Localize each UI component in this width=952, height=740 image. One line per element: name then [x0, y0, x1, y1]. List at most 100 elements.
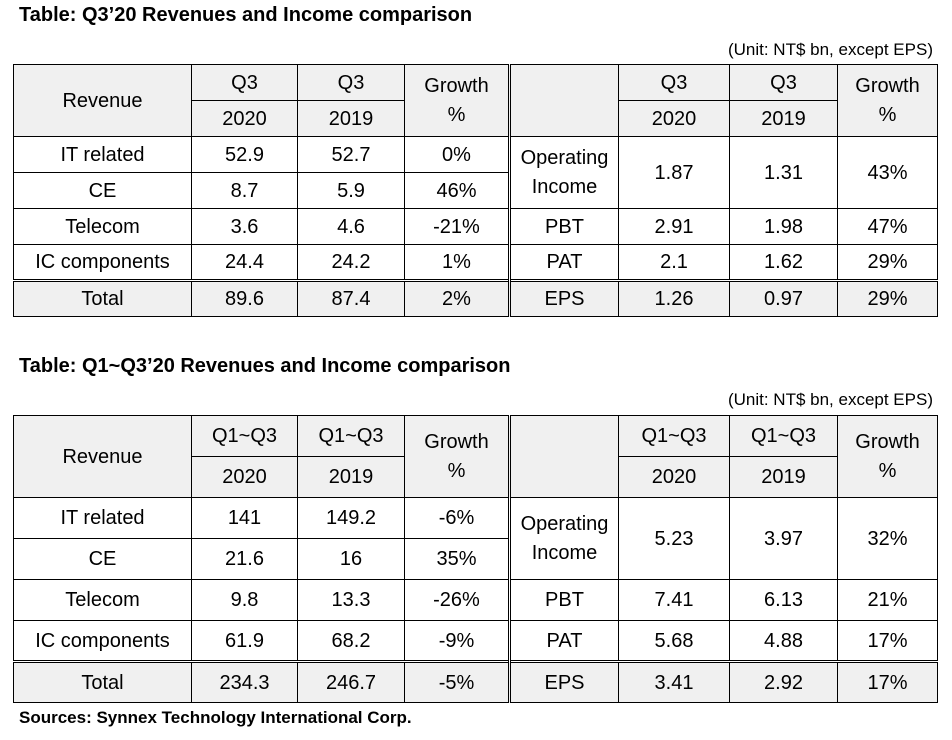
right-col-period-2020: Q1~Q3: [618, 415, 730, 457]
right-col-year-2019: 2019: [729, 456, 838, 498]
table1-unit-note: (Unit: NT$ bn, except EPS): [727, 40, 933, 59]
growth-header: Growth %: [404, 64, 510, 137]
col-period-2019: Q3: [297, 64, 405, 101]
row-label: IT related: [13, 497, 192, 539]
income-row-label: PAT: [508, 620, 619, 662]
value-2020: 89.6: [191, 279, 298, 317]
col-year-2020: 2020: [191, 100, 298, 137]
revenue-header: Revenue: [13, 415, 192, 498]
revenue-header: Revenue: [13, 64, 192, 137]
income-value-2020: 3.41: [618, 660, 730, 703]
value-2020: 61.9: [191, 620, 298, 662]
income-row-label: PAT: [508, 244, 619, 281]
growth-value: -6%: [404, 497, 510, 539]
right-col-year-2020: 2020: [618, 100, 730, 137]
row-label: Telecom: [13, 208, 192, 245]
col-period-2020: Q3: [191, 64, 298, 101]
operating-income-2020: 5.23: [618, 497, 730, 580]
income-growth: 47%: [837, 208, 938, 245]
income-value-2020: 7.41: [618, 579, 730, 621]
income-row-label: PBT: [508, 208, 619, 245]
income-growth: 17%: [837, 620, 938, 662]
income-value-2020: 1.26: [618, 279, 730, 317]
row-label: CE: [13, 538, 192, 580]
table-row: CE 8.7 5.9 46%: [13, 172, 938, 209]
income-label-header: [508, 64, 619, 137]
value-2020: 234.3: [191, 660, 298, 703]
right-col-period-2019: Q1~Q3: [729, 415, 838, 457]
operating-income-label-line2: Income: [531, 175, 598, 198]
growth-header-line2: %: [447, 459, 466, 482]
growth-header-line1: Growth: [424, 430, 489, 453]
value-2019: 24.2: [297, 244, 405, 281]
income-value-2019: 2.92: [729, 660, 838, 703]
table-row: Telecom 9.8 13.3 -26% PBT 7.41 6.13 21%: [13, 579, 938, 621]
table1-q3-comparison: Revenue Q3 Q3 Growth % Q3 Q3 Growth % 20…: [13, 64, 938, 317]
growth-header-line2: %: [447, 103, 466, 126]
table2-unit-note: (Unit: NT$ bn, except EPS): [727, 390, 933, 409]
col-year-2020: 2020: [191, 456, 298, 498]
value-2019: 4.6: [297, 208, 405, 245]
income-row-label: EPS: [508, 279, 619, 317]
table-row: IT related 141 149.2 -6% Operating Incom…: [13, 497, 938, 580]
right-col-year-2020: 2020: [618, 456, 730, 498]
operating-income-2019: 1.31: [729, 136, 838, 209]
value-2020: 52.9: [191, 136, 298, 173]
growth-value: 0%: [404, 136, 510, 173]
operating-income-label-line1: Operating: [520, 512, 609, 535]
value-2020: 141: [191, 497, 298, 539]
income-value-2019: 1.98: [729, 208, 838, 245]
income-growth: 29%: [837, 244, 938, 281]
growth-value: -26%: [404, 579, 510, 621]
income-value-2019: 1.62: [729, 244, 838, 281]
growth-value: 46%: [404, 172, 510, 209]
operating-income-2020: 1.87: [618, 136, 730, 209]
growth-value: -21%: [404, 208, 510, 245]
col-year-2019: 2019: [297, 456, 405, 498]
right-col-year-2019: 2019: [729, 100, 838, 137]
growth-header-line1: Growth: [424, 74, 489, 97]
row-label: CE: [13, 172, 192, 209]
value-2020: 21.6: [191, 538, 298, 580]
table1-title: Table: Q3’20 Revenues and Income compari…: [19, 4, 473, 26]
table-row: IT related 52.9 52.7 0% Operating Income…: [13, 136, 938, 209]
value-2020: 8.7: [191, 172, 298, 209]
row-label: IT related: [13, 136, 192, 173]
table2-title: Table: Q1~Q3’20 Revenues and Income comp…: [19, 355, 511, 377]
income-row-label: EPS: [508, 660, 619, 703]
value-2019: 87.4: [297, 279, 405, 317]
table-row: IC components 61.9 68.2 -9% PAT 5.68 4.8…: [13, 620, 938, 662]
value-2020: 24.4: [191, 244, 298, 281]
table-row-total: Total 89.6 87.4 2% EPS 1.26 0.97 29%: [13, 279, 938, 317]
value-2019: 246.7: [297, 660, 405, 703]
income-value-2019: 4.88: [729, 620, 838, 662]
row-label: IC components: [13, 244, 192, 281]
table2-q1-q3-comparison: Revenue Q1~Q3 Q1~Q3 Growth % Q1~Q3 Q1~Q3…: [13, 415, 938, 703]
operating-income-label: Operating Income: [508, 497, 619, 580]
growth-value: 2%: [404, 279, 510, 317]
row-label: IC components: [13, 620, 192, 662]
table-row: CE 21.6 16 35%: [13, 538, 938, 580]
table-row: Telecom 3.6 4.6 -21% PBT 2.91 1.98 47%: [13, 208, 938, 245]
right-growth-header-line2: %: [878, 103, 897, 126]
income-value-2019: 6.13: [729, 579, 838, 621]
value-2019: 13.3: [297, 579, 405, 621]
right-growth-header-line1: Growth: [855, 430, 920, 453]
value-2019: 68.2: [297, 620, 405, 662]
col-period-2020: Q1~Q3: [191, 415, 298, 457]
value-2020: 9.8: [191, 579, 298, 621]
income-value-2019: 0.97: [729, 279, 838, 317]
operating-income-label-line1: Operating: [520, 146, 609, 169]
income-value-2020: 2.1: [618, 244, 730, 281]
right-col-period-2020: Q3: [618, 64, 730, 101]
value-2019: 16: [297, 538, 405, 580]
operating-income-growth: 43%: [837, 136, 938, 209]
operating-income-label-line2: Income: [531, 541, 598, 564]
row-label: Telecom: [13, 579, 192, 621]
row-label: Total: [13, 660, 192, 703]
income-label-header: [508, 415, 619, 498]
operating-income-2019: 3.97: [729, 497, 838, 580]
value-2019: 5.9: [297, 172, 405, 209]
right-growth-header: Growth %: [837, 415, 938, 498]
growth-value: -5%: [404, 660, 510, 703]
